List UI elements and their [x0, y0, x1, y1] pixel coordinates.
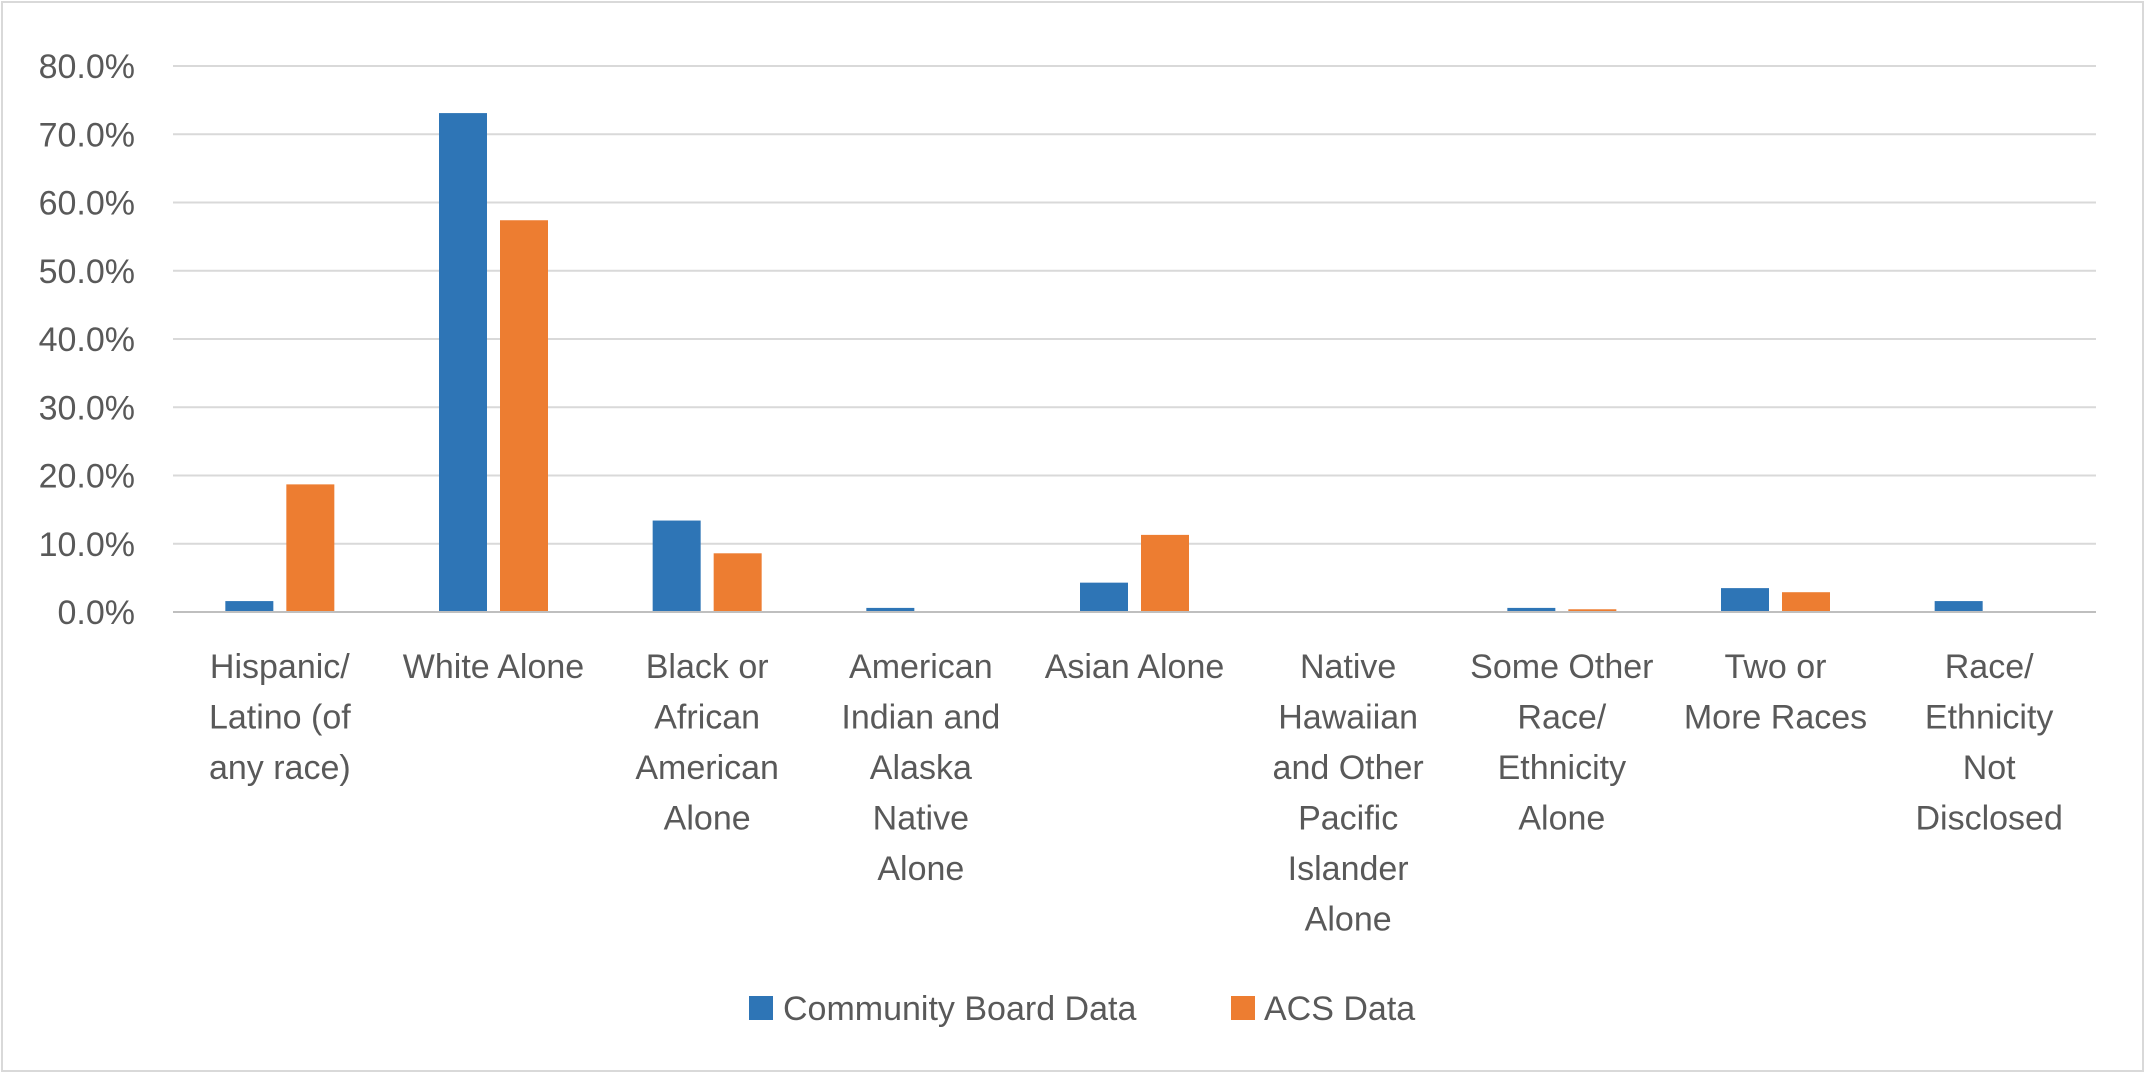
y-tick-label: 40.0%: [39, 321, 135, 359]
category-label: Some Other Race/Ethnicity Alone: [1470, 648, 1653, 838]
bar-series-2: [500, 220, 548, 612]
bar-series-1: [866, 607, 915, 612]
x-axis-category-labels: Hispanic/Latino (of any race) White Alone B…: [209, 648, 2063, 939]
y-tick-label: 10.0%: [39, 526, 135, 564]
y-tick-label: 0.0%: [58, 594, 136, 632]
y-tick-label: 30.0%: [39, 389, 135, 427]
gridlines: [173, 65, 2096, 545]
category-label: American Indian and Alaska Native Alone: [841, 648, 1000, 888]
category-label: Race/Ethnicity Not Disclosed: [1915, 648, 2062, 838]
bar-series-1: [225, 601, 274, 612]
bar-series-1: [652, 520, 701, 612]
bars: [225, 113, 1983, 612]
bar-series-1: [1507, 607, 1556, 612]
bar-series-2: [713, 553, 762, 612]
legend-label: Community Board Data: [783, 990, 1136, 1028]
legend: Community Board Data ACS Data: [749, 990, 1415, 1028]
bar-series-1: [1934, 601, 1983, 612]
legend-label: ACS Data: [1264, 990, 1415, 1028]
y-axis-tick-labels: 0.0% 10.0% 20.0% 30.0% 40.0% 50.0% 60.0% 70.0% 8…: [39, 48, 135, 632]
bar-series-2: [1141, 534, 1189, 612]
bar-chart: 0.0% 10.0% 20.0% 30.0% 40.0% 50.0% 60.0% 70.0% 8…: [39, 48, 2096, 1028]
category-label: Asian Alone: [1045, 648, 1225, 686]
bar-series-2: [1782, 592, 1830, 612]
bar-series-1: [1721, 588, 1769, 612]
category-label: White Alone: [403, 648, 584, 686]
bar-series-1: [1080, 582, 1128, 612]
bar-series-2: [286, 484, 335, 612]
bar-series-1: [439, 113, 487, 612]
y-tick-label: 50.0%: [39, 253, 135, 291]
legend-swatch: [749, 996, 773, 1020]
category-label: Two or More Races: [1684, 648, 1867, 737]
y-tick-label: 20.0%: [39, 458, 135, 496]
legend-swatch: [1231, 996, 1255, 1020]
bar-series-2: [1568, 609, 1617, 612]
category-label: Hispanic/Latino (of any race): [209, 648, 351, 787]
category-label: Native Hawaiian and Other Pacific Islander Al…: [1273, 648, 1424, 939]
y-tick-label: 80.0%: [39, 48, 135, 86]
category-label: Black or African American Alone: [635, 648, 779, 838]
y-tick-label: 60.0%: [39, 185, 135, 223]
y-tick-label: 70.0%: [39, 116, 135, 154]
